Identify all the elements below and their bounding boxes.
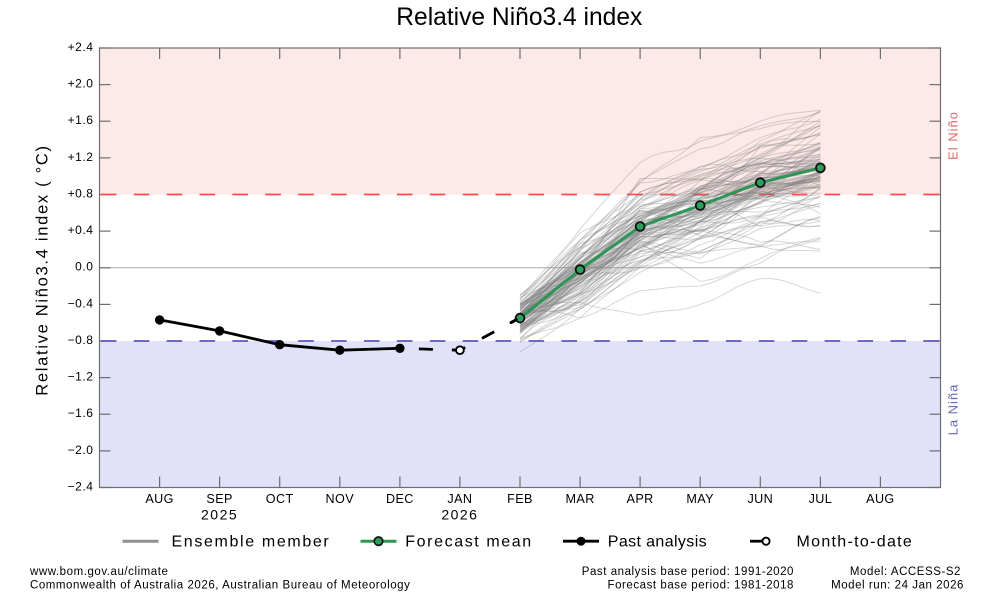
svg-text:Forecast mean: Forecast mean <box>405 534 533 551</box>
svg-text:FEB: FEB <box>507 492 533 506</box>
svg-text:+0.4: +0.4 <box>68 223 94 237</box>
svg-text:+0.8: +0.8 <box>68 186 94 200</box>
svg-text:MAY: MAY <box>686 492 714 506</box>
svg-text:OCT: OCT <box>266 492 294 506</box>
svg-text:Forecast base period: 1981-201: Forecast base period: 1981-2018 <box>608 580 794 592</box>
svg-text:Ensemble member: Ensemble member <box>172 534 331 551</box>
svg-text:La Niña: La Niña <box>946 384 961 436</box>
svg-text:El Niño: El Niño <box>946 111 961 160</box>
svg-text:−1.2: −1.2 <box>68 370 94 384</box>
svg-text:−1.6: −1.6 <box>68 406 94 420</box>
svg-text:−2.0: −2.0 <box>68 443 94 457</box>
svg-text:Relative Niño3.4 index: Relative Niño3.4 index <box>396 4 643 31</box>
svg-text:SEP: SEP <box>206 492 232 506</box>
svg-text:Commonwealth of Australia 2026: Commonwealth of Australia 2026, Australi… <box>30 580 410 592</box>
svg-text:Past analysis: Past analysis <box>608 534 707 551</box>
svg-text:−2.4: −2.4 <box>68 479 94 493</box>
svg-text:Month-to-date: Month-to-date <box>797 534 914 551</box>
svg-text:+2.4: +2.4 <box>68 40 94 54</box>
svg-text:MAR: MAR <box>566 492 595 506</box>
svg-text:2025: 2025 <box>201 506 238 522</box>
svg-text:+1.6: +1.6 <box>68 113 94 127</box>
svg-text:www.bom.gov.au/climate: www.bom.gov.au/climate <box>29 566 168 578</box>
svg-text:+2.0: +2.0 <box>68 77 94 91</box>
svg-text:Relative Niño3.4 index ( °C): Relative Niño3.4 index ( °C) <box>34 144 52 395</box>
svg-text:AUG: AUG <box>866 492 895 506</box>
svg-text:2026: 2026 <box>441 506 478 522</box>
svg-text:Model run: 24 Jan 2026: Model run: 24 Jan 2026 <box>831 580 964 592</box>
svg-text:NOV: NOV <box>326 492 355 506</box>
svg-text:AUG: AUG <box>145 492 174 506</box>
svg-text:DEC: DEC <box>386 492 414 506</box>
svg-text:−0.8: −0.8 <box>68 333 94 347</box>
svg-text:APR: APR <box>627 492 654 506</box>
svg-text:JUN: JUN <box>747 492 773 506</box>
svg-text:Past analysis base period: 199: Past analysis base period: 1991-2020 <box>582 566 794 578</box>
svg-text:JAN: JAN <box>447 492 472 506</box>
svg-text:JUL: JUL <box>809 492 833 506</box>
svg-text:Model: ACCESS-S2: Model: ACCESS-S2 <box>850 566 961 578</box>
svg-text:+1.2: +1.2 <box>68 150 94 164</box>
svg-text:−0.4: −0.4 <box>68 296 94 310</box>
svg-text:0.0: 0.0 <box>75 260 93 274</box>
